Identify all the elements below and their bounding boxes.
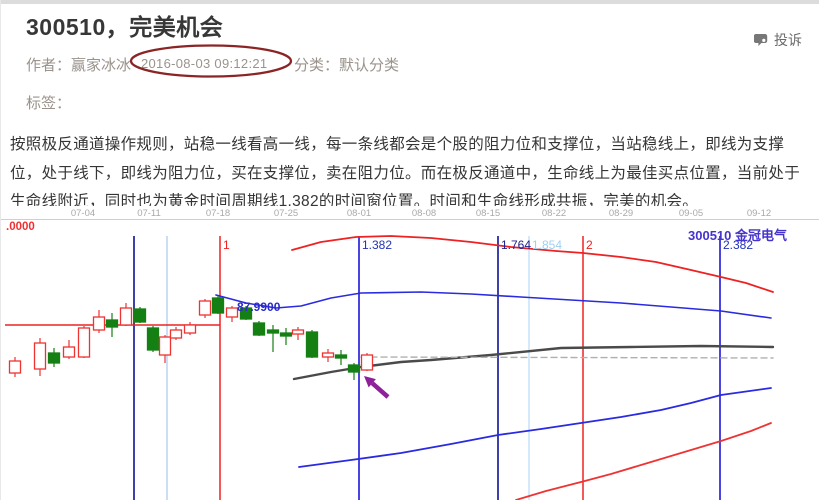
tags-label: 标签： — [26, 95, 72, 112]
candlestick-down — [133, 308, 147, 323]
candlestick-down — [334, 354, 348, 359]
x-axis-date-label: 08-08 — [411, 208, 437, 219]
post-date: 2016-08-03 09:12:21 — [141, 56, 268, 71]
candlestick-up — [198, 300, 212, 316]
x-axis-date-label: 08-01 — [346, 208, 372, 219]
time-line-label: 1.382 — [362, 238, 393, 252]
post-body-text: 按照极反通道操作规则，站稳一线看高一线，每一条线都会是个股的阻力位和支撑位，当站… — [10, 136, 801, 210]
candlestick-up — [158, 336, 172, 356]
time-line-label: 2 — [586, 238, 593, 252]
author-label: 作者： — [26, 57, 72, 74]
candlestick-down — [347, 364, 361, 373]
candlestick-down — [211, 297, 225, 314]
comment-bubble-icon — [754, 34, 768, 46]
time-line-label: 1 — [223, 238, 230, 252]
candlestick-up — [119, 307, 133, 326]
chart-symbol-title: 300510 金冠电气 — [688, 228, 787, 243]
candlestick-down — [105, 319, 119, 328]
candlestick-down — [146, 327, 160, 351]
price-axis-label: .0000 — [6, 221, 35, 233]
x-axis-date-label: 07-11 — [137, 208, 161, 219]
candlestick-up — [225, 307, 239, 318]
candlestick-up — [77, 327, 91, 358]
candlestick-up — [183, 324, 197, 334]
candlestick-up — [360, 354, 374, 371]
stock-chart-canvas — [5, 235, 775, 500]
price-annotation: 87.9900 — [237, 300, 281, 314]
candlestick-down — [266, 329, 280, 334]
upper-channel-red — [291, 235, 774, 293]
candlestick-down — [252, 322, 266, 336]
x-axis-date-label: 07-04 — [70, 208, 96, 219]
category-name[interactable]: 默认分类 — [339, 57, 400, 74]
post-meta: 作者：赢家冰冰 2016-08-03 09:12:21 分类：默认分类 — [26, 54, 399, 75]
lower-channel-red — [515, 422, 772, 500]
candlestick-down — [47, 352, 61, 364]
x-axis-date-label: 08-22 — [541, 208, 567, 219]
x-axis-date-label: 08-15 — [475, 208, 501, 219]
chart-axis-line — [1, 219, 819, 220]
candlestick-up — [169, 329, 183, 339]
x-axis-date-label: 09-05 — [678, 208, 704, 219]
lower-channel-blue — [298, 387, 772, 468]
life-line-dashed-twin — [360, 356, 774, 359]
candlestick-up — [321, 352, 335, 358]
time-line-label: 1.764 — [501, 238, 532, 252]
report-label: 投诉 — [774, 32, 802, 48]
x-axis-date-label: 09-12 — [746, 208, 772, 219]
candlestick-down — [305, 331, 319, 358]
annotation-arrow-head — [364, 376, 376, 388]
post-title: 300510，完美机会 — [26, 14, 224, 40]
window-edge — [1, 0, 819, 4]
candlestick-up — [33, 342, 47, 370]
category-label: 分类： — [294, 57, 340, 74]
x-axis-date-label: 07-18 — [205, 208, 231, 219]
report-button[interactable]: 投诉 — [754, 30, 802, 50]
time-line-label: 1.854 — [532, 238, 563, 252]
candlestick-up — [8, 360, 22, 374]
candlestick-up — [62, 346, 76, 358]
upper-channel-blue — [215, 291, 772, 319]
candlestick-up — [92, 316, 106, 331]
candlestick-down — [239, 307, 253, 320]
candlestick-down — [279, 332, 293, 337]
candlestick-up — [291, 329, 305, 335]
x-axis-date-label: 07-25 — [273, 208, 299, 219]
annotation-arrow-shaft — [370, 381, 390, 399]
x-axis-date-label: 08-29 — [608, 208, 634, 219]
time-line-label: 2.382 — [723, 238, 754, 252]
author-name[interactable]: 赢家冰冰 — [71, 57, 132, 74]
stock-chart: 07-04 07-11 07-18 07-25 08-01 08-08 08-15 08-22… — [1, 206, 819, 500]
